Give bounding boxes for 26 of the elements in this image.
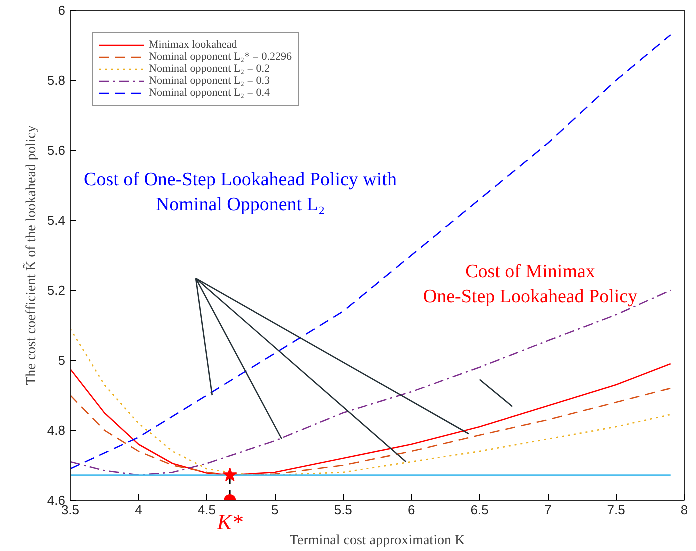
y-axis-title: The cost coefficient K̃ of the lookahead policy bbox=[22, 126, 40, 386]
x-axis-title: Terminal cost approximation K bbox=[290, 534, 466, 548]
legend-label: Nominal opponent L₂* = 0.2296 bbox=[149, 51, 292, 63]
legend-label: Nominal opponent L₂ = 0.4 bbox=[149, 87, 270, 99]
y-tick-label: 5.8 bbox=[47, 73, 66, 88]
x-tick-label: 6 bbox=[408, 502, 416, 518]
annotation: K* bbox=[216, 510, 243, 534]
x-tick-label: 5.5 bbox=[334, 502, 352, 518]
legend-label: Minimax lookahead bbox=[149, 39, 238, 51]
x-tick-label: 8 bbox=[680, 502, 688, 518]
legend-label: Nominal opponent L₂ = 0.3 bbox=[149, 75, 270, 87]
y-tick-label: 6 bbox=[58, 3, 66, 18]
x-tick-label: 7.5 bbox=[607, 502, 626, 518]
x-tick-label: 4.5 bbox=[198, 502, 216, 518]
y-tick-label: 5.2 bbox=[47, 283, 66, 298]
y-tick-label: 5.6 bbox=[47, 143, 66, 158]
y-tick-label: 5 bbox=[58, 353, 66, 368]
x-tick-label: 5 bbox=[272, 502, 279, 518]
y-tick-label: 5.4 bbox=[47, 213, 66, 228]
x-tick-label: 7 bbox=[544, 502, 552, 518]
annotation: Cost of One-Step Lookahead Policy with Nominal Opponent L₂ bbox=[84, 169, 398, 216]
x-tick-label: 4 bbox=[135, 502, 142, 518]
x-tick-label: 6.5 bbox=[470, 502, 489, 518]
annotation: Cost of Minimax One-Step Lookahead Policy bbox=[423, 261, 638, 308]
y-tick-label: 4.8 bbox=[47, 423, 66, 438]
legend-label: Nominal opponent L₂ = 0.2 bbox=[149, 63, 270, 75]
